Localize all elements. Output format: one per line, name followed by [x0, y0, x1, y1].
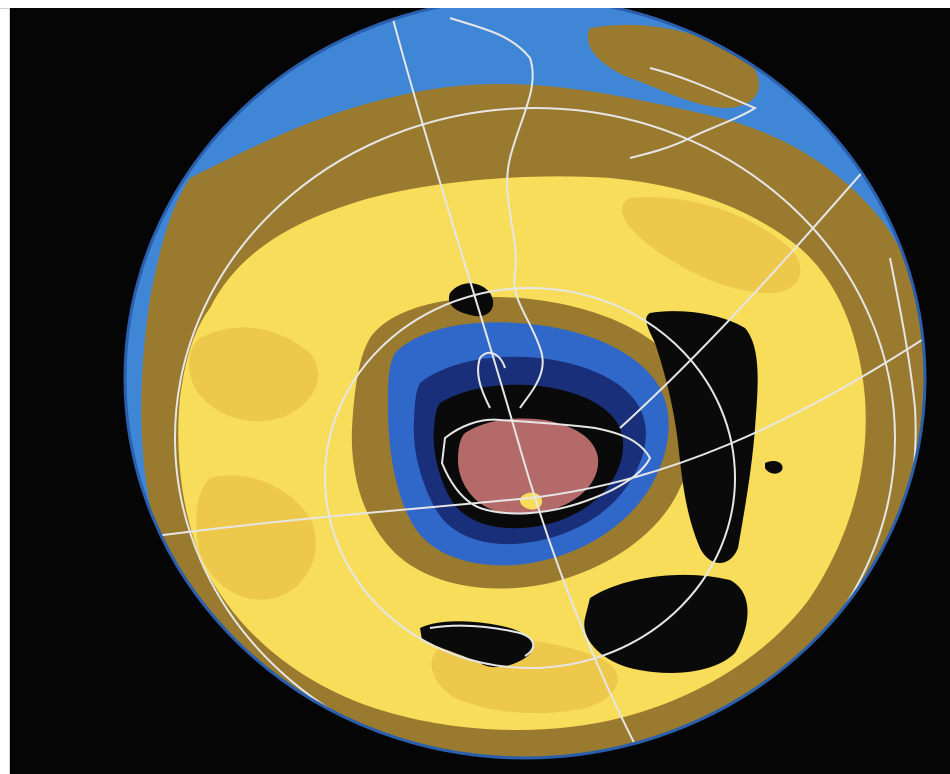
meridian-2 — [139, 327, 925, 539]
black-patch-bottom-right — [584, 574, 748, 673]
yellow-mid-patch-2 — [196, 475, 316, 600]
yellow-mid-patch-3 — [621, 197, 801, 293]
coastline-top — [449, 17, 544, 409]
globe-rim — [123, 8, 927, 760]
latitude-circle-outer — [174, 107, 896, 758]
meridian-1 — [389, 8, 651, 758]
frame-corner-top — [0, 0, 10, 9]
image-frame — [10, 8, 950, 774]
coastline-center — [440, 418, 652, 515]
yellow-mid-patch-1 — [188, 327, 319, 422]
ozone-core — [458, 418, 599, 515]
coastline-peninsula — [477, 351, 506, 409]
black-patch-top — [448, 283, 494, 317]
coastline-top-right — [629, 67, 758, 159]
latitude-circle-inner — [324, 287, 736, 669]
globe-map — [123, 8, 927, 760]
coastline-bottom — [429, 624, 535, 657]
black-patch-right — [646, 311, 758, 563]
black-patch-bottom-left — [420, 621, 534, 668]
black-patch-right-small — [765, 460, 783, 474]
frame-edge-left — [0, 8, 10, 774]
